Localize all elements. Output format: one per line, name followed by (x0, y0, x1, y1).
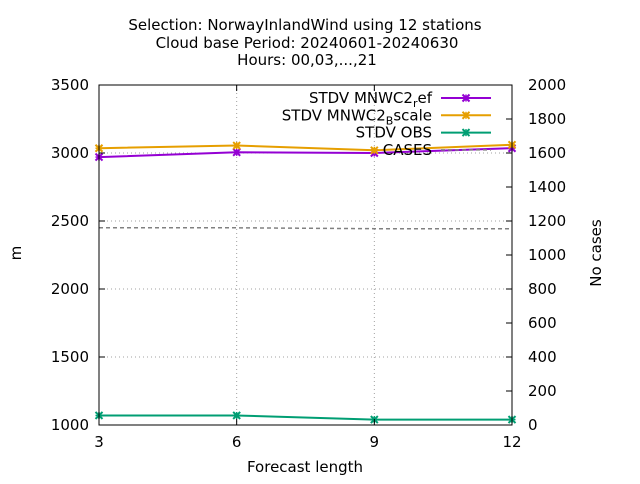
legend-label-1: STDV MNWC2Bscale (282, 106, 432, 127)
series-line-2 (99, 414, 512, 421)
legend-label-3: CASES (383, 141, 432, 159)
legend-marker-2 (461, 128, 471, 137)
y-tick-label-5: 3500 (51, 76, 89, 94)
legend-marker-0 (461, 93, 471, 103)
y2-tick-label-6: 1200 (528, 212, 566, 230)
y2-tick-label-4: 800 (528, 280, 557, 298)
legend-label-2: STDV OBS (356, 124, 432, 142)
grid (99, 85, 512, 425)
y-tick-label-4: 3000 (51, 144, 89, 162)
y-tick-label-2: 2000 (51, 280, 89, 298)
legend-marker-1 (461, 111, 471, 120)
series-1-point-1 (232, 141, 241, 150)
y2-tick-label-9: 1800 (528, 110, 566, 128)
series-line-1 (98, 143, 513, 152)
y2-tick-label-8: 1600 (528, 144, 566, 162)
x-tick-label-1: 6 (232, 433, 242, 451)
chart-title-line-2: Cloud base Period: 20240601-20240630 (156, 34, 459, 52)
x-tick-label-2: 9 (370, 433, 380, 451)
chart-title-line-1: Selection: NorwayInlandWind using 12 sta… (128, 16, 481, 34)
y-tick-label-1: 1500 (51, 348, 89, 366)
series-line-3 (99, 227, 512, 230)
y-tick-label-3: 2500 (51, 212, 89, 230)
chart-title: Selection: NorwayInlandWind using 12 sta… (128, 16, 481, 69)
legend-label-0: STDV MNWC2ref (309, 89, 433, 110)
series-2-point-1 (232, 411, 241, 420)
y2-tick-label-2: 400 (528, 348, 557, 366)
chart-title-line-3: Hours: 00,03,...,21 (237, 51, 377, 69)
y2-tick-label-3: 600 (528, 314, 557, 332)
plot-series (94, 140, 517, 424)
y2-tick-label-1: 200 (528, 382, 557, 400)
series-0-point-1 (232, 148, 241, 157)
y2-tick-label-10: 2000 (528, 76, 566, 94)
series-1-point-2 (370, 146, 379, 155)
axis-ticks: 3 6 9 12 1000 1500 2000 2500 3000 3500 0 200 400 600 8… (51, 76, 566, 451)
y2-axis-label: No cases (587, 219, 605, 287)
x-axis-label: Forecast length (247, 458, 363, 476)
x-tick-label-3: 12 (502, 433, 521, 451)
x-tick-label-0: 3 (94, 433, 104, 451)
y-axis-label: m (7, 246, 25, 261)
y2-tick-label-0: 0 (528, 416, 538, 434)
y2-tick-label-5: 1000 (528, 246, 566, 264)
y2-tick-label-7: 1400 (528, 178, 566, 196)
y-tick-label-0: 1000 (51, 416, 89, 434)
plot-frame (98, 84, 513, 426)
